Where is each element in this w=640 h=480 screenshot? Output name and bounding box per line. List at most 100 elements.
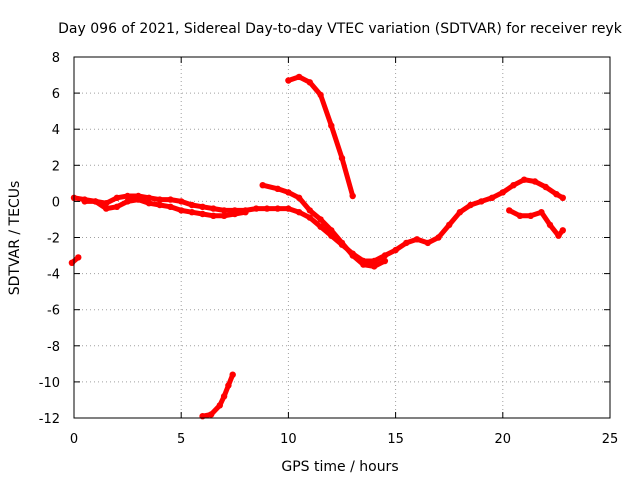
data-point bbox=[381, 252, 389, 259]
data-point bbox=[338, 154, 346, 162]
series-late-arc bbox=[506, 207, 566, 239]
data-point bbox=[403, 239, 410, 247]
data-point bbox=[274, 185, 281, 192]
series-noon-arc bbox=[259, 182, 389, 270]
data-point bbox=[220, 207, 228, 214]
data-point bbox=[135, 196, 142, 203]
data-point bbox=[156, 201, 163, 209]
data-point bbox=[103, 205, 110, 212]
y-tick-label: 2 bbox=[52, 159, 60, 174]
data-point bbox=[124, 198, 131, 205]
data-point bbox=[499, 189, 506, 196]
grid-lines bbox=[74, 57, 610, 418]
data-point bbox=[285, 189, 292, 196]
y-tick-label: -6 bbox=[47, 304, 60, 319]
data-point bbox=[306, 79, 313, 86]
y-tick-label: -8 bbox=[47, 340, 60, 355]
series-start-fragment bbox=[68, 254, 82, 266]
data-point bbox=[178, 198, 185, 205]
data-point bbox=[338, 239, 346, 247]
data-point bbox=[285, 205, 292, 212]
data-point bbox=[467, 201, 474, 209]
axis-ticks bbox=[73, 56, 611, 419]
data-point bbox=[349, 192, 356, 200]
data-point bbox=[113, 194, 121, 201]
data-point bbox=[381, 257, 389, 265]
data-point bbox=[456, 209, 464, 216]
data-point bbox=[542, 183, 549, 191]
data-series bbox=[68, 73, 566, 420]
data-point bbox=[328, 122, 335, 129]
series-falling-arc bbox=[285, 73, 356, 200]
data-point bbox=[167, 203, 174, 210]
series-main-trace-b bbox=[81, 196, 249, 219]
data-point bbox=[488, 194, 496, 201]
data-point bbox=[124, 192, 131, 200]
series-line bbox=[260, 182, 388, 269]
data-point bbox=[210, 205, 217, 212]
data-point bbox=[527, 212, 534, 219]
data-point bbox=[199, 203, 206, 210]
data-point bbox=[285, 77, 292, 84]
data-point bbox=[188, 201, 196, 209]
data-point bbox=[553, 191, 560, 198]
data-point bbox=[145, 194, 153, 201]
data-point bbox=[306, 207, 313, 214]
data-point bbox=[555, 232, 562, 239]
data-point bbox=[220, 393, 228, 400]
data-point bbox=[210, 212, 217, 219]
data-point bbox=[317, 91, 324, 99]
series-line bbox=[200, 372, 236, 419]
y-tick-label: -10 bbox=[39, 376, 60, 391]
data-point bbox=[506, 207, 513, 214]
series-rising-arc bbox=[199, 371, 236, 420]
data-point bbox=[559, 227, 566, 234]
data-point bbox=[424, 239, 431, 247]
data-point bbox=[559, 194, 566, 201]
data-point bbox=[263, 205, 271, 212]
series-line bbox=[82, 197, 248, 219]
data-point bbox=[306, 214, 313, 221]
data-point bbox=[538, 209, 545, 216]
data-point bbox=[92, 198, 99, 205]
data-point bbox=[478, 198, 485, 205]
x-tick-label: 20 bbox=[495, 432, 512, 447]
data-point bbox=[516, 212, 524, 219]
x-tick-label: 5 bbox=[177, 432, 185, 447]
data-point bbox=[531, 178, 539, 185]
data-point bbox=[220, 212, 228, 219]
x-tick-label: 10 bbox=[280, 432, 297, 447]
data-point bbox=[167, 196, 174, 203]
data-point bbox=[178, 207, 185, 214]
y-tick-label: -4 bbox=[47, 268, 60, 283]
data-point bbox=[81, 198, 88, 205]
data-point bbox=[259, 182, 266, 189]
x-tick-label: 15 bbox=[387, 432, 404, 447]
data-point bbox=[231, 210, 238, 218]
x-tick-label: 0 bbox=[70, 432, 78, 447]
y-tick-label: 4 bbox=[52, 123, 60, 138]
data-point bbox=[371, 257, 378, 265]
data-point bbox=[242, 209, 249, 216]
data-point bbox=[253, 205, 260, 212]
data-point bbox=[229, 371, 236, 378]
data-point bbox=[349, 252, 356, 259]
data-point bbox=[199, 210, 206, 218]
x-axis-label: GPS time / hours bbox=[281, 459, 398, 475]
data-point bbox=[188, 209, 196, 216]
data-point bbox=[216, 402, 223, 409]
data-point bbox=[435, 234, 442, 241]
data-point bbox=[371, 263, 378, 270]
data-point bbox=[75, 254, 82, 261]
data-point bbox=[145, 200, 153, 207]
data-point bbox=[521, 176, 528, 183]
data-point bbox=[225, 382, 232, 389]
data-point bbox=[295, 194, 303, 201]
x-tick-label: 25 bbox=[602, 432, 619, 447]
data-point bbox=[208, 411, 215, 418]
y-tick-label: 8 bbox=[52, 51, 60, 66]
data-point bbox=[360, 261, 367, 268]
data-point bbox=[113, 203, 121, 210]
chart-title: Day 096 of 2021, Sidereal Day-to-day VTE… bbox=[58, 21, 623, 37]
data-point bbox=[295, 209, 303, 216]
